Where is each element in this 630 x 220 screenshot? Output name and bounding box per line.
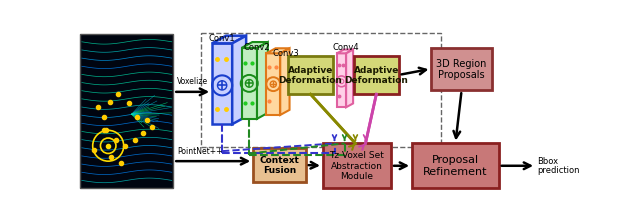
Text: Conv2: Conv2 — [243, 43, 270, 51]
Polygon shape — [232, 36, 246, 124]
Text: Proposals: Proposals — [438, 70, 485, 81]
FancyBboxPatch shape — [412, 143, 499, 188]
Polygon shape — [241, 42, 268, 48]
Text: Module: Module — [340, 172, 374, 182]
FancyBboxPatch shape — [288, 56, 333, 94]
Polygon shape — [257, 42, 268, 119]
Text: Abstraction: Abstraction — [331, 162, 383, 171]
Text: Fusion: Fusion — [263, 166, 296, 175]
Polygon shape — [280, 48, 290, 115]
Polygon shape — [212, 43, 232, 124]
Text: Conv3: Conv3 — [273, 49, 299, 58]
Polygon shape — [346, 50, 353, 107]
Text: Proposal: Proposal — [432, 155, 479, 165]
Text: Conv4: Conv4 — [333, 43, 360, 51]
Text: Context: Context — [260, 156, 299, 165]
Text: Adaptive: Adaptive — [288, 66, 333, 75]
Polygon shape — [337, 53, 346, 107]
FancyBboxPatch shape — [323, 143, 391, 188]
Text: Refinement: Refinement — [423, 167, 488, 178]
Polygon shape — [212, 36, 246, 43]
Text: Bbox: Bbox — [537, 157, 559, 166]
Polygon shape — [241, 48, 257, 119]
Text: Deformation: Deformation — [345, 76, 408, 85]
FancyBboxPatch shape — [432, 48, 492, 90]
Polygon shape — [337, 50, 353, 53]
Text: Voxelize: Voxelize — [177, 77, 209, 86]
Text: PointNet++: PointNet++ — [177, 147, 222, 156]
Text: Conv1: Conv1 — [209, 34, 236, 43]
Text: Tz Voxel Set: Tz Voxel Set — [329, 151, 384, 160]
Text: Adaptive: Adaptive — [353, 66, 399, 75]
FancyBboxPatch shape — [253, 148, 306, 182]
Text: prediction: prediction — [537, 166, 580, 175]
Polygon shape — [266, 53, 280, 115]
Text: 3D Region: 3D Region — [437, 59, 487, 69]
Text: Deformation: Deformation — [278, 76, 343, 85]
FancyBboxPatch shape — [354, 56, 399, 94]
Polygon shape — [266, 48, 290, 53]
FancyBboxPatch shape — [80, 34, 173, 188]
